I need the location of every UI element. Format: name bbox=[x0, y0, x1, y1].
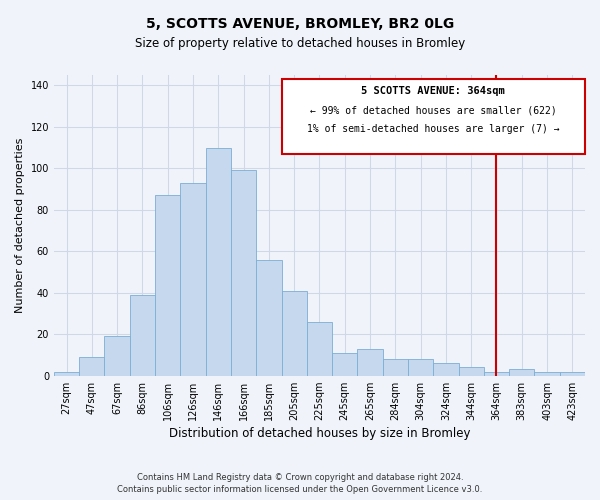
Bar bbox=[307, 322, 332, 376]
Bar bbox=[433, 364, 458, 376]
Bar bbox=[458, 368, 484, 376]
Text: 5, SCOTTS AVENUE, BROMLEY, BR2 0LG: 5, SCOTTS AVENUE, BROMLEY, BR2 0LG bbox=[146, 18, 454, 32]
Text: ← 99% of detached houses are smaller (622): ← 99% of detached houses are smaller (62… bbox=[310, 106, 557, 116]
FancyBboxPatch shape bbox=[281, 79, 585, 154]
Bar bbox=[332, 353, 358, 376]
Bar bbox=[231, 170, 256, 376]
Bar bbox=[281, 290, 307, 376]
Text: Contains HM Land Registry data © Crown copyright and database right 2024.: Contains HM Land Registry data © Crown c… bbox=[137, 472, 463, 482]
Bar bbox=[256, 260, 281, 376]
Bar bbox=[206, 148, 231, 376]
Text: 5 SCOTTS AVENUE: 364sqm: 5 SCOTTS AVENUE: 364sqm bbox=[361, 86, 505, 96]
X-axis label: Distribution of detached houses by size in Bromley: Distribution of detached houses by size … bbox=[169, 427, 470, 440]
Bar bbox=[155, 196, 181, 376]
Bar bbox=[383, 359, 408, 376]
Bar bbox=[358, 348, 383, 376]
Bar bbox=[560, 372, 585, 376]
Bar bbox=[408, 359, 433, 376]
Text: 1% of semi-detached houses are larger (7) →: 1% of semi-detached houses are larger (7… bbox=[307, 124, 560, 134]
Bar bbox=[535, 372, 560, 376]
Bar bbox=[54, 372, 79, 376]
Bar bbox=[181, 183, 206, 376]
Bar bbox=[79, 357, 104, 376]
Bar bbox=[130, 295, 155, 376]
Bar bbox=[104, 336, 130, 376]
Text: Size of property relative to detached houses in Bromley: Size of property relative to detached ho… bbox=[135, 38, 465, 51]
Y-axis label: Number of detached properties: Number of detached properties bbox=[15, 138, 25, 313]
Bar bbox=[484, 372, 509, 376]
Bar bbox=[509, 370, 535, 376]
Text: Contains public sector information licensed under the Open Government Licence v3: Contains public sector information licen… bbox=[118, 485, 482, 494]
